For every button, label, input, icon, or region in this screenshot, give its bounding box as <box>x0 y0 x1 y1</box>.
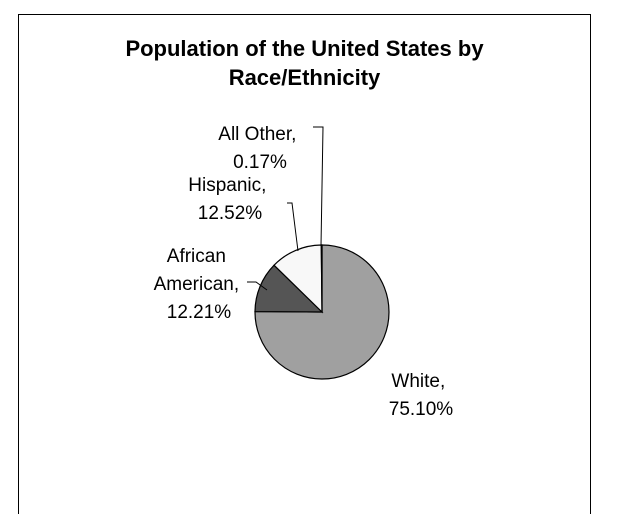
leader-line-african-american <box>247 281 268 291</box>
data-label-white: White, 75.10% <box>389 371 454 420</box>
chart-title: Population of the United States by Race/… <box>18 34 591 92</box>
pie-slice-all-other <box>320 244 323 313</box>
chart-title-line-1: Population of the United States by <box>125 36 484 61</box>
leader-line-all-other <box>313 126 324 247</box>
leader-lines <box>247 126 324 291</box>
data-label-all-other: All Other, 0.17% <box>218 124 301 173</box>
pie-slice-white <box>254 244 390 380</box>
pie-slices <box>254 244 390 380</box>
chart-title-line-2: Race/Ethnicity <box>228 65 381 90</box>
leader-line-hispanic <box>287 202 299 252</box>
data-label-hispanic: Hispanic, 12.52% <box>188 175 271 224</box>
data-label-african-american: African American, 12.21% <box>154 246 245 323</box>
